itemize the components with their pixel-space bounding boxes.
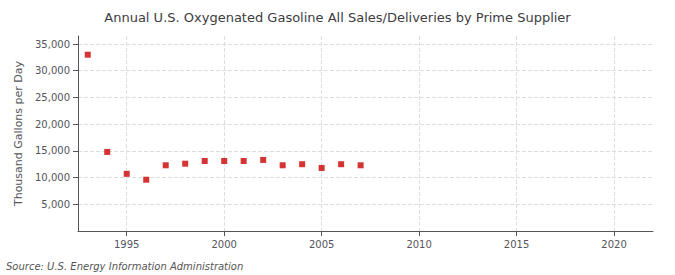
svg-text:2005: 2005 bbox=[309, 239, 334, 250]
svg-text:5,000: 5,000 bbox=[41, 199, 70, 210]
svg-text:2010: 2010 bbox=[406, 239, 431, 250]
svg-text:15,000: 15,000 bbox=[35, 145, 70, 156]
svg-text:Annual U.S. Oxygenated Gasolin: Annual U.S. Oxygenated Gasoline All Sale… bbox=[104, 10, 571, 25]
svg-text:35,000: 35,000 bbox=[35, 39, 70, 50]
svg-text:30,000: 30,000 bbox=[35, 65, 70, 76]
svg-text:25,000: 25,000 bbox=[35, 92, 70, 103]
svg-text:2000: 2000 bbox=[211, 239, 236, 250]
svg-text:10,000: 10,000 bbox=[35, 172, 70, 183]
svg-text:2020: 2020 bbox=[601, 239, 626, 250]
svg-text:2015: 2015 bbox=[504, 239, 529, 250]
svg-text:20,000: 20,000 bbox=[35, 119, 70, 130]
svg-text:Source: U.S. Energy Informatio: Source: U.S. Energy Information Administ… bbox=[6, 261, 243, 272]
svg-text:1995: 1995 bbox=[114, 239, 139, 250]
svg-text:Thousand Gallons per Day: Thousand Gallons per Day bbox=[12, 60, 25, 207]
